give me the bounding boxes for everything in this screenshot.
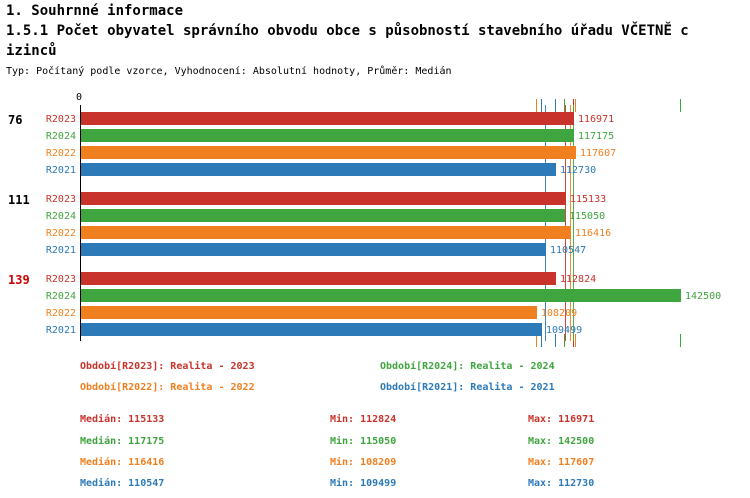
min-marker-tick [536,99,537,112]
bar [81,226,571,239]
max-marker-tick [575,99,576,112]
min-marker-tick [541,99,542,112]
bar-value-label: 112824 [560,274,597,285]
chart-title-line1: 1.5.1 Počet obyvatel správního obvodu ob… [6,23,689,39]
bar-value-label: 115133 [570,194,607,205]
stat-min-r2021: Min: 109499 [330,478,397,489]
min-marker-tick [564,334,565,347]
min-marker-tick [564,99,565,112]
legend-item-r2024: Období[R2024]: Realita - 2024 [380,361,555,372]
row-label: R2022 [45,308,76,319]
bar-value-label: 112730 [560,165,597,176]
stat-min-r2022: Min: 108209 [330,457,397,468]
bar [81,129,574,142]
row-label: R2021 [45,165,76,176]
bar-value-label: 115050 [569,211,606,222]
median-marker-line [545,105,546,341]
row-label: R2023 [45,194,76,205]
max-marker-tick [575,334,576,347]
max-marker-tick [555,334,556,347]
chart-meta: Typ: Počítaný podle vzorce, Vyhodnocení:… [6,66,452,77]
bar [81,209,565,222]
row-label: R2021 [45,325,76,336]
bar-value-label: 116416 [575,228,612,239]
legend-item-r2021: Období[R2021]: Realita - 2021 [380,382,555,393]
stat-min-r2023: Min: 112824 [330,414,397,425]
page-title: 1. Souhrnné informace [6,3,184,19]
bar [81,163,556,176]
row-label: R2024 [45,211,76,222]
chart-title-line2: izinců [6,43,57,59]
stat-max-r2022: Max: 117607 [528,457,595,468]
bar-value-label: 117175 [578,131,615,142]
bar-value-label: 109499 [546,325,583,336]
bar-value-label: 142500 [685,291,722,302]
bar [81,272,556,285]
y-axis-line [80,105,81,341]
row-label: R2022 [45,148,76,159]
bar-value-label: 116971 [578,114,615,125]
bar [81,323,542,336]
stat-median-r2023: Medián: 115133 [80,414,165,425]
row-label: R2023 [45,274,76,285]
bar [81,112,574,125]
row-label: R2024 [45,291,76,302]
stat-median-r2024: Medián: 117175 [80,436,165,447]
median-marker-line [573,105,574,341]
bar-value-label: 110547 [550,245,587,256]
row-label: R2024 [45,131,76,142]
stat-median-r2021: Medián: 110547 [80,478,165,489]
bar-value-label: 117607 [580,148,617,159]
legend-item-r2022: Období[R2022]: Realita - 2022 [80,382,255,393]
row-label: R2021 [45,245,76,256]
max-marker-tick [680,99,681,112]
row-label: R2023 [45,114,76,125]
group-label: 76 [8,113,23,127]
bar [81,192,566,205]
min-marker-tick [541,334,542,347]
bar-value-label: 108209 [541,308,578,319]
legend-item-r2023: Období[R2023]: Realita - 2023 [80,361,255,372]
stat-median-r2022: Medián: 116416 [80,457,165,468]
row-label: R2022 [45,228,76,239]
stat-max-r2023: Max: 116971 [528,414,595,425]
group-label: 111 [8,193,30,207]
bar [81,146,576,159]
max-marker-tick [680,334,681,347]
bar [81,306,537,319]
stat-min-r2024: Min: 115050 [330,436,397,447]
bar [81,243,546,256]
max-marker-tick [555,99,556,112]
axis-zero-label: 0 [76,92,83,103]
bar [81,289,681,302]
min-marker-tick [536,334,537,347]
stat-max-r2024: Max: 142500 [528,436,595,447]
group-label: 139 [8,273,30,287]
median-marker-line [565,105,566,341]
stat-max-r2021: Max: 112730 [528,478,595,489]
median-marker-line [570,105,571,341]
